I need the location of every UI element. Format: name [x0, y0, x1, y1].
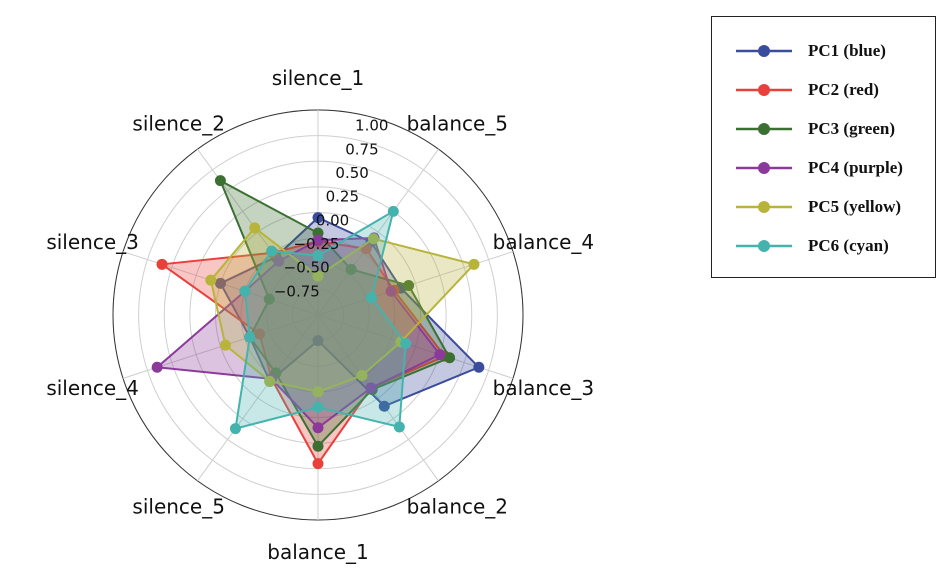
- grid-spoke: [197, 314, 319, 482]
- legend: PC1 (blue) PC2 (red) PC3 (green) PC4 (purpl…: [711, 16, 936, 278]
- grid-spoke: [317, 148, 439, 316]
- r-tick-label: 1.00: [355, 117, 388, 135]
- grid-spoke: [317, 251, 514, 316]
- series-point: [312, 270, 324, 282]
- legend-marker-icon: [736, 45, 792, 57]
- series-point: [387, 205, 399, 217]
- series-point: [385, 285, 397, 297]
- series-point: [365, 382, 377, 394]
- series-point: [312, 234, 324, 246]
- r-tick-label: 0.50: [335, 164, 368, 182]
- series-point: [263, 293, 275, 305]
- axis-label-balance-5: balance_5: [407, 111, 508, 135]
- series-point: [151, 361, 163, 373]
- series-point: [205, 274, 217, 286]
- legend-marker-icon: [736, 162, 792, 174]
- series-point: [214, 175, 226, 187]
- series-point: [244, 331, 256, 343]
- axis-label-balance-3: balance_3: [493, 376, 594, 400]
- series-point: [312, 386, 324, 398]
- r-tick-label: 0.75: [345, 140, 378, 158]
- axis-label-silence-5: silence_5: [132, 495, 225, 519]
- series-point: [393, 421, 405, 433]
- legend-label: PC6 (cyan): [808, 236, 889, 255]
- series-point: [312, 458, 324, 470]
- legend-marker-icon: [736, 240, 792, 252]
- legend-label: PC2 (red): [808, 80, 879, 99]
- legend-label: PC1 (blue): [808, 41, 886, 60]
- r-tick-label: 0.25: [326, 188, 359, 206]
- radar-labels: 1.00 0.75 0.50 0.25 0.00 −0.25 −0.50 −0.75 silen…: [46, 66, 594, 564]
- radar-series: [151, 175, 485, 470]
- series-point: [219, 339, 231, 351]
- series-point: [400, 338, 412, 350]
- axis-label-silence-2: silence_2: [132, 111, 225, 135]
- grid-spoke: [317, 314, 439, 482]
- series-point: [444, 352, 456, 364]
- series-point: [215, 277, 227, 289]
- r-tick-label: 0.00: [316, 211, 349, 229]
- series-point: [473, 361, 485, 373]
- r-tick-label: −0.25: [293, 235, 339, 253]
- series-6: [229, 205, 412, 435]
- series-point: [378, 400, 390, 412]
- legend-marker-icon: [736, 123, 792, 135]
- legend-item: PC5 (yellow): [712, 193, 937, 221]
- legend-item: PC6 (cyan): [712, 232, 937, 260]
- series-point: [156, 258, 168, 270]
- series-point: [468, 258, 480, 270]
- series-point: [273, 255, 285, 267]
- series-point: [367, 233, 379, 245]
- axis-label-silence-3: silence_3: [46, 230, 139, 254]
- axis-label-balance-4: balance_4: [493, 230, 594, 254]
- series-point: [312, 212, 324, 224]
- series-point: [356, 370, 368, 382]
- series-point: [312, 250, 324, 262]
- series-point: [312, 401, 324, 413]
- series-point: [434, 349, 446, 361]
- series-point: [312, 440, 324, 452]
- legend-marker-icon: [736, 84, 792, 96]
- legend-item: PC3 (green): [712, 115, 937, 143]
- legend-marker-icon: [736, 201, 792, 213]
- legend-item: PC1 (blue): [712, 37, 937, 65]
- series-point: [249, 222, 261, 234]
- legend-label: PC4 (purple): [808, 158, 903, 177]
- axis-label-balance-1: balance_1: [267, 540, 368, 564]
- series-point: [229, 423, 241, 435]
- series-5: [205, 222, 480, 398]
- series-point: [345, 263, 357, 275]
- series-point: [403, 280, 415, 292]
- series-point: [366, 292, 378, 304]
- legend-item: PC4 (purple): [712, 154, 937, 182]
- r-tick-label: −0.50: [284, 259, 330, 277]
- series-point: [239, 285, 251, 297]
- r-tick-label: −0.75: [274, 282, 320, 300]
- series-point: [312, 422, 324, 434]
- series-point: [254, 328, 266, 340]
- radar-chart: 1.00 0.75 0.50 0.25 0.00 −0.25 −0.50 −0.75 silen…: [46, 66, 594, 564]
- legend-label: PC5 (yellow): [808, 197, 902, 216]
- legend-item: PC2 (red): [712, 76, 937, 104]
- series-point: [312, 335, 324, 347]
- axis-label-balance-2: balance_2: [407, 495, 508, 519]
- legend-label: PC3 (green): [808, 119, 896, 138]
- axis-label-silence-4: silence_4: [46, 376, 139, 400]
- axis-label-silence-1: silence_1: [272, 66, 365, 90]
- series-point: [266, 245, 278, 257]
- series-point: [264, 375, 276, 387]
